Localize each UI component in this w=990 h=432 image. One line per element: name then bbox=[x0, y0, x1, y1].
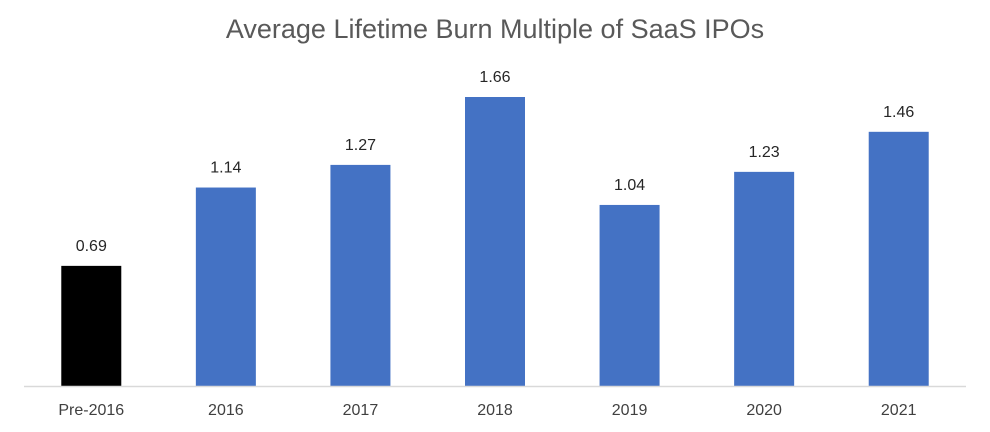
data-label-2019: 1.04 bbox=[614, 177, 645, 194]
chart-title: Average Lifetime Burn Multiple of SaaS I… bbox=[225, 14, 765, 44]
data-label-2020: 1.23 bbox=[749, 144, 780, 161]
data-label-2017: 1.27 bbox=[345, 137, 376, 154]
data-label-2018: 1.66 bbox=[479, 69, 510, 86]
bars-group bbox=[61, 97, 929, 386]
x-tick-label-2017: 2017 bbox=[343, 402, 379, 419]
x-tick-label-2019: 2019 bbox=[612, 402, 648, 419]
data-label-pre-2016: 0.69 bbox=[76, 238, 107, 255]
data-label-2021: 1.46 bbox=[883, 104, 914, 121]
bar-pre-2016 bbox=[61, 265, 122, 386]
x-tick-label-2020: 2020 bbox=[746, 402, 782, 419]
x-tick-label-pre-2016: Pre-2016 bbox=[58, 402, 124, 419]
x-tick-label-2016: 2016 bbox=[208, 402, 244, 419]
x-tick-labels-group: Pre-2016 2016 2017 2018 2019 2020 2021 bbox=[58, 402, 916, 419]
data-labels-group: 0.69 1.14 1.27 1.66 1.04 1.23 1.46 bbox=[76, 69, 915, 255]
bar-2016 bbox=[195, 187, 256, 386]
bar-2020 bbox=[734, 171, 795, 386]
x-tick-label-2018: 2018 bbox=[477, 402, 513, 419]
bar-2021 bbox=[868, 131, 929, 386]
data-label-2016: 1.14 bbox=[210, 160, 241, 177]
x-tick-label-2021: 2021 bbox=[881, 402, 917, 419]
bar-2017 bbox=[330, 164, 391, 386]
bar-2018 bbox=[465, 97, 525, 386]
bar-2019 bbox=[599, 204, 660, 386]
